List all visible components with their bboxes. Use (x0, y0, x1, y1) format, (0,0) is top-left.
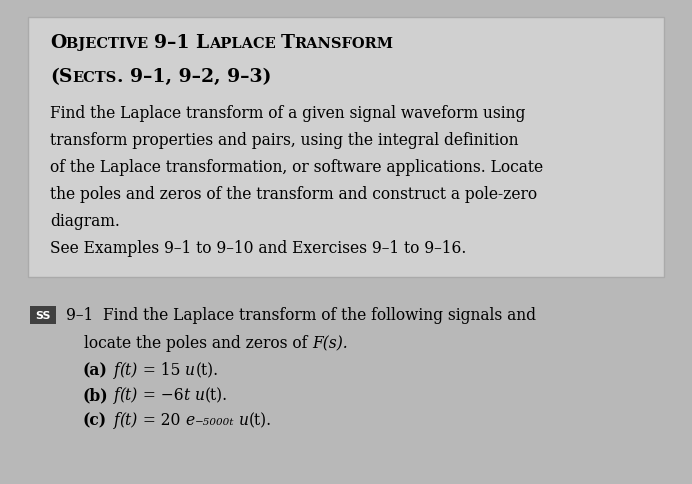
Text: −5000t: −5000t (194, 417, 234, 426)
Text: f: f (114, 361, 120, 378)
Text: locate the poles and zeros of: locate the poles and zeros of (84, 334, 312, 351)
Text: APLACE: APLACE (208, 37, 280, 51)
Text: See Examples 9–1 to 9–10 and Exercises 9–1 to 9–16.: See Examples 9–1 to 9–10 and Exercises 9… (50, 240, 466, 257)
Text: transform properties and pairs, using the integral definition: transform properties and pairs, using th… (50, 132, 518, 149)
Text: of the Laplace transformation, or software applications. Locate: of the Laplace transformation, or softwa… (50, 159, 543, 176)
Text: L: L (196, 34, 208, 52)
Text: F(s).: F(s). (312, 334, 348, 351)
Text: RANSFORM: RANSFORM (295, 37, 394, 51)
Text: O: O (50, 34, 66, 52)
Text: T: T (280, 34, 295, 52)
Text: 9–1  Find the Laplace transform of the following signals and: 9–1 Find the Laplace transform of the fo… (66, 306, 536, 323)
Text: the poles and zeros of the transform and construct a pole-zero: the poles and zeros of the transform and… (50, 186, 537, 203)
Text: (t): (t) (120, 411, 138, 428)
Text: = −6: = −6 (138, 386, 183, 403)
Text: SS: SS (35, 310, 51, 320)
FancyBboxPatch shape (30, 306, 56, 324)
Text: (S: (S (50, 68, 73, 86)
Text: t: t (183, 386, 190, 403)
Text: BJECTIVE: BJECTIVE (66, 37, 154, 51)
Text: = 20: = 20 (138, 411, 185, 428)
Text: (b): (b) (82, 386, 108, 403)
Text: u: u (194, 386, 205, 403)
Text: e: e (185, 411, 194, 428)
Text: (t).: (t). (205, 386, 228, 403)
Text: Find the Laplace transform of a given signal waveform using: Find the Laplace transform of a given si… (50, 105, 525, 122)
Text: locate the poles and zeros of: locate the poles and zeros of (84, 334, 312, 351)
Text: . 9–1, 9–2, 9–3): . 9–1, 9–2, 9–3) (117, 68, 271, 86)
Text: diagram.: diagram. (50, 212, 120, 229)
Text: (t).: (t). (195, 361, 219, 378)
Text: (c): (c) (82, 411, 106, 428)
Text: ECTS: ECTS (73, 71, 117, 85)
Text: (t): (t) (120, 361, 138, 378)
Text: = 15: = 15 (138, 361, 185, 378)
Text: 9–1: 9–1 (154, 34, 196, 52)
Text: −5000t: −5000t (194, 417, 234, 426)
Text: f: f (114, 411, 120, 428)
Text: (a): (a) (82, 361, 107, 378)
Text: (t).: (t). (248, 411, 272, 428)
Text: f: f (114, 386, 120, 403)
Text: (t): (t) (120, 386, 138, 403)
Text: u: u (185, 361, 195, 378)
Text: u: u (239, 411, 248, 428)
FancyBboxPatch shape (28, 18, 664, 277)
